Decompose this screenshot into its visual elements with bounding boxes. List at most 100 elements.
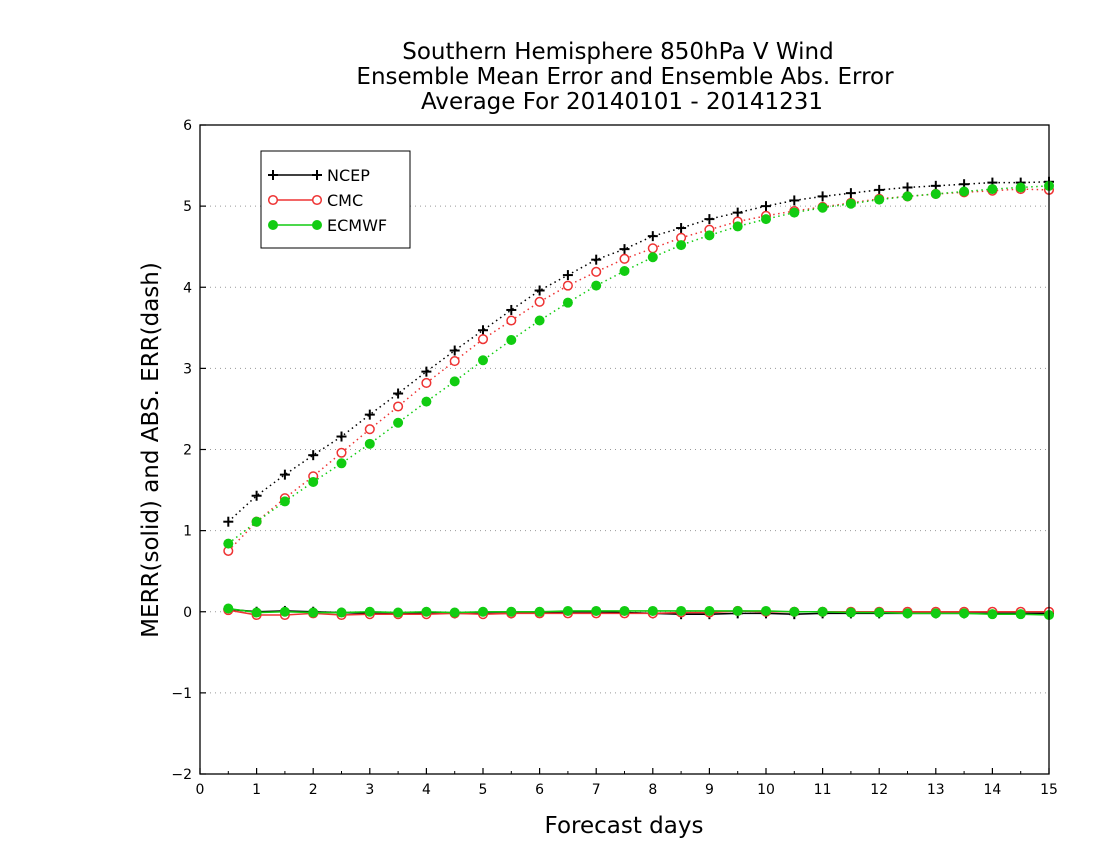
ecmwf-point bbox=[704, 605, 715, 616]
ncep-point bbox=[279, 469, 290, 480]
ecmwf-point bbox=[959, 186, 970, 197]
ecmwf-point bbox=[478, 606, 488, 617]
legend-label: NCEP bbox=[327, 166, 370, 185]
x-tick-label: 7 bbox=[592, 782, 601, 798]
ncep-point bbox=[704, 214, 715, 225]
ecmwf-point bbox=[364, 438, 375, 449]
ecmwf-point bbox=[591, 280, 602, 291]
ecmwf-point bbox=[902, 608, 913, 619]
legend-label: ECMWF bbox=[327, 216, 387, 235]
ncep-point bbox=[902, 182, 913, 193]
ecmwf-point bbox=[647, 605, 658, 616]
ncep-point bbox=[789, 195, 800, 206]
legend-marker bbox=[311, 194, 323, 206]
ecmwf-point bbox=[534, 315, 545, 326]
cmc-point bbox=[619, 253, 630, 264]
ncep-point bbox=[534, 285, 545, 296]
x-tick-label: 10 bbox=[757, 782, 775, 798]
y-tick-label: −2 bbox=[171, 767, 192, 783]
y-tick-label: 3 bbox=[183, 361, 192, 377]
cmc-point bbox=[393, 401, 404, 412]
cmc-point bbox=[506, 315, 517, 326]
ncep-point bbox=[393, 388, 404, 399]
ncep-point bbox=[562, 270, 573, 281]
x-tick-label: 12 bbox=[870, 782, 888, 798]
ecmwf-point bbox=[393, 607, 404, 618]
y-tick-label: −1 bbox=[171, 686, 192, 702]
ecmwf-point bbox=[732, 221, 743, 232]
title-line-1: Southern Hemisphere 850hPa V Wind bbox=[402, 39, 833, 65]
ecmwf-point bbox=[732, 605, 743, 616]
ncep-point bbox=[676, 223, 687, 234]
x-tick-label: 0 bbox=[196, 782, 205, 798]
ecmwf-point bbox=[421, 606, 432, 617]
ecmwf-point bbox=[1015, 609, 1026, 620]
ncep-point bbox=[874, 184, 885, 195]
legend-marker bbox=[312, 170, 322, 180]
ecmwf-point bbox=[987, 184, 998, 195]
ncep-point bbox=[223, 516, 234, 527]
x-axis-label: Forecast days bbox=[545, 813, 704, 839]
ecmwf-point bbox=[845, 607, 856, 618]
ecmwf-point bbox=[336, 458, 347, 469]
ecmwf-point bbox=[619, 605, 630, 616]
ecmwf-point bbox=[676, 605, 687, 616]
ecmwf-point bbox=[393, 417, 404, 428]
ecmwf-point bbox=[789, 606, 800, 617]
cmc-point bbox=[562, 280, 573, 291]
ecmwf-point bbox=[591, 605, 602, 616]
ncep-point bbox=[336, 431, 347, 442]
title-line-2: Ensemble Mean Error and Ensemble Abs. Er… bbox=[356, 64, 894, 90]
x-tick-label: 2 bbox=[309, 782, 318, 798]
ncep-point bbox=[308, 450, 319, 461]
legend-marker bbox=[267, 194, 279, 206]
ecmwf-point bbox=[421, 396, 432, 407]
ecmwf-point bbox=[506, 606, 517, 617]
title-line-3: Average For 20140101 - 20141231 bbox=[421, 89, 823, 115]
legend: NCEP CMC ECMWF bbox=[260, 150, 411, 249]
legend-label: CMC bbox=[327, 191, 363, 210]
y-tick-label: 4 bbox=[183, 280, 192, 296]
ncep-point bbox=[619, 244, 630, 255]
ecmwf-point bbox=[987, 609, 998, 620]
x-tick-label: 4 bbox=[422, 782, 431, 798]
x-tick-label: 13 bbox=[927, 782, 945, 798]
ecmwf-point bbox=[930, 188, 941, 199]
ecmwf-point bbox=[251, 607, 262, 618]
ecmwf-point bbox=[874, 194, 885, 205]
cmc-point bbox=[421, 377, 432, 389]
ecmwf-point bbox=[279, 496, 290, 507]
ecmwf-point bbox=[223, 603, 234, 614]
ecmwf-point bbox=[817, 606, 828, 617]
ecmwf-point bbox=[449, 607, 460, 618]
ecmwf-point bbox=[874, 607, 885, 618]
ecmwf-point bbox=[251, 516, 262, 527]
x-tick-label: 11 bbox=[814, 782, 832, 798]
legend-entry-ecmwf: ECMWF bbox=[268, 216, 387, 235]
ecmwf-point bbox=[534, 606, 545, 617]
legend-marker bbox=[268, 220, 278, 230]
ncep-point bbox=[845, 188, 856, 199]
x-tick-label: 6 bbox=[535, 782, 544, 798]
ecmwf-point bbox=[364, 606, 375, 617]
cmc-point bbox=[336, 447, 347, 458]
chart-title: Southern Hemisphere 850hPa V Wind Ensemb… bbox=[356, 39, 894, 115]
cmc-point bbox=[364, 424, 375, 435]
legend-entry-cmc: CMC bbox=[267, 191, 363, 210]
legend-entries: NCEP CMC ECMWF bbox=[267, 166, 387, 235]
y-axis: −2 −1 0 1 2 3 4 5 6 bbox=[171, 118, 206, 783]
y-tick-label: 2 bbox=[183, 443, 192, 459]
ecmwf-point bbox=[562, 297, 573, 308]
ecmwf-point bbox=[562, 605, 573, 616]
series-layer bbox=[223, 176, 1055, 621]
ncep-point bbox=[506, 304, 517, 315]
ecmwf-abs-error-series bbox=[223, 180, 1054, 549]
x-tick-label: 3 bbox=[365, 782, 374, 798]
x-tick-label: 5 bbox=[479, 782, 488, 798]
x-tick-label: 14 bbox=[983, 782, 1001, 798]
ecmwf-point bbox=[761, 605, 771, 616]
ecmwf-point bbox=[478, 355, 488, 366]
y-tick-label: 1 bbox=[183, 524, 192, 540]
ecmwf-point bbox=[817, 202, 828, 213]
